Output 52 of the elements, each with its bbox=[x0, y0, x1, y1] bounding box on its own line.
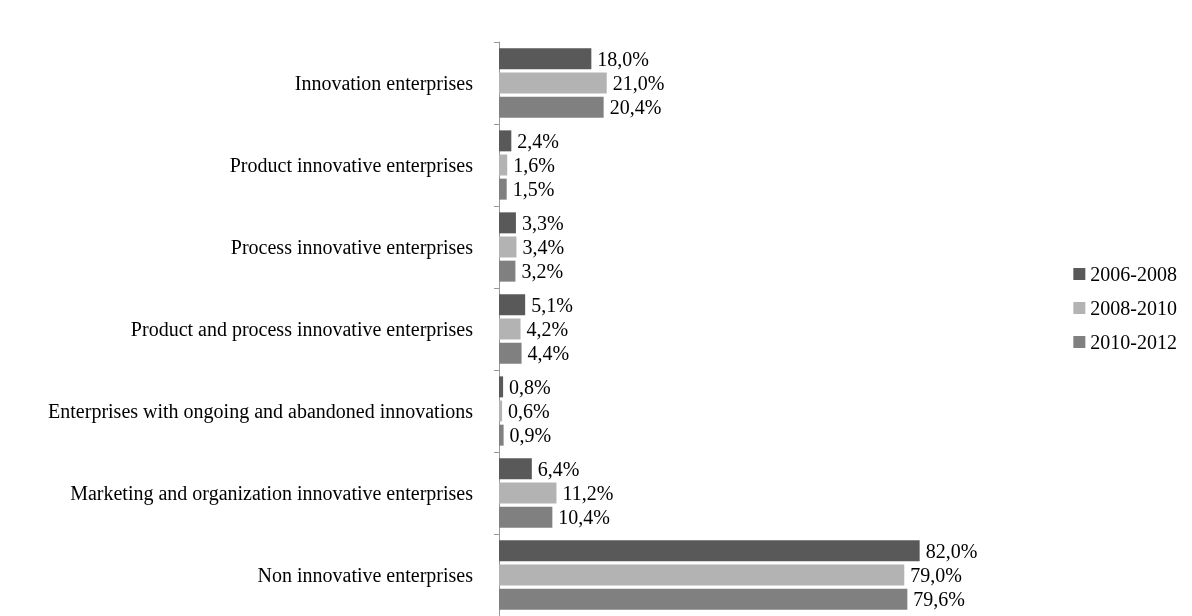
bar bbox=[499, 236, 517, 258]
bar bbox=[499, 96, 604, 118]
bar bbox=[499, 482, 557, 504]
bar bbox=[499, 588, 908, 610]
data-label: 0,9% bbox=[509, 424, 552, 447]
data-label: 1,5% bbox=[512, 178, 555, 201]
data-label: 11,2% bbox=[562, 482, 614, 504]
data-label: 0,8% bbox=[509, 375, 551, 398]
y-tick-label: Marketing and organization innovative enterprises bbox=[70, 482, 474, 505]
bar bbox=[499, 540, 920, 562]
bar bbox=[499, 342, 522, 364]
data-label: 79,0% bbox=[910, 564, 962, 586]
bar bbox=[499, 400, 503, 422]
bar bbox=[499, 376, 504, 398]
y-tick-label: Non innovative enterprises bbox=[257, 564, 474, 587]
data-label: 4,4% bbox=[527, 342, 570, 365]
data-label: 0,6% bbox=[508, 400, 550, 422]
bar bbox=[499, 154, 508, 176]
bar bbox=[499, 72, 607, 94]
data-label: 1,6% bbox=[513, 154, 555, 176]
bar bbox=[499, 564, 905, 586]
y-tick-label: Product and process innovative enterprises bbox=[130, 318, 474, 341]
bar bbox=[499, 212, 516, 234]
data-label: 5,1% bbox=[531, 293, 573, 316]
data-label: 82,0% bbox=[925, 539, 978, 562]
data-label: 3,3% bbox=[521, 211, 564, 234]
bar bbox=[499, 318, 521, 340]
bar bbox=[499, 506, 553, 528]
data-label: 4,2% bbox=[526, 318, 569, 340]
y-tick-label: Innovation enterprises bbox=[294, 72, 474, 95]
data-label: 3,2% bbox=[521, 260, 564, 283]
data-label: 18,0% bbox=[597, 47, 650, 70]
legend-label: 2006-2008 bbox=[1090, 263, 1178, 285]
bar bbox=[499, 424, 504, 446]
data-label: 79,6% bbox=[913, 588, 966, 611]
y-tick-label: Enterprises with ongoing and abandoned innovations bbox=[48, 400, 474, 423]
bar bbox=[499, 458, 532, 480]
data-label: 2,4% bbox=[517, 129, 559, 152]
legend-label: 2008-2010 bbox=[1090, 297, 1178, 319]
bar bbox=[499, 178, 507, 200]
data-label: 21,0% bbox=[612, 72, 665, 94]
legend-label: 2010-2012 bbox=[1090, 331, 1178, 353]
bar bbox=[499, 48, 592, 70]
data-label: 6,4% bbox=[537, 457, 580, 480]
bar bbox=[499, 260, 516, 282]
data-label: 3,4% bbox=[522, 236, 565, 258]
y-tick-label: Process innovative enterprises bbox=[230, 236, 474, 259]
data-label: 10,4% bbox=[558, 506, 611, 529]
y-tick-label: Product innovative enterprises bbox=[229, 154, 474, 177]
data-label: 20,4% bbox=[609, 96, 662, 119]
bar bbox=[499, 130, 512, 152]
bar bbox=[499, 294, 526, 316]
